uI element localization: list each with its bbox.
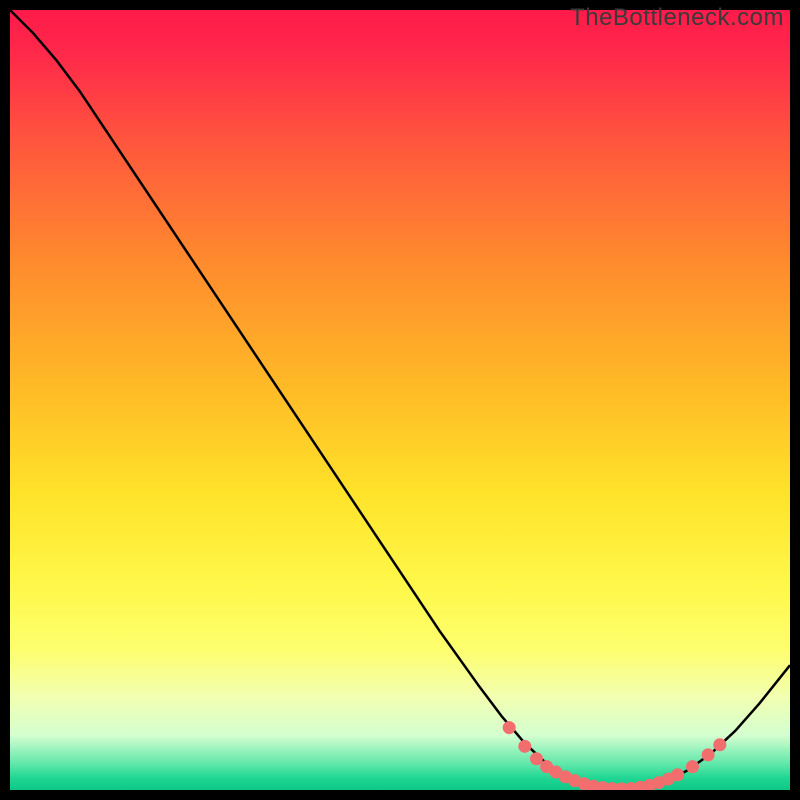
curve-line: [10, 10, 790, 789]
plot-area: [10, 10, 790, 790]
watermark-text: TheBottleneck.com: [570, 4, 784, 32]
chart-overlay: [10, 10, 790, 790]
curve-markers: [503, 721, 727, 790]
